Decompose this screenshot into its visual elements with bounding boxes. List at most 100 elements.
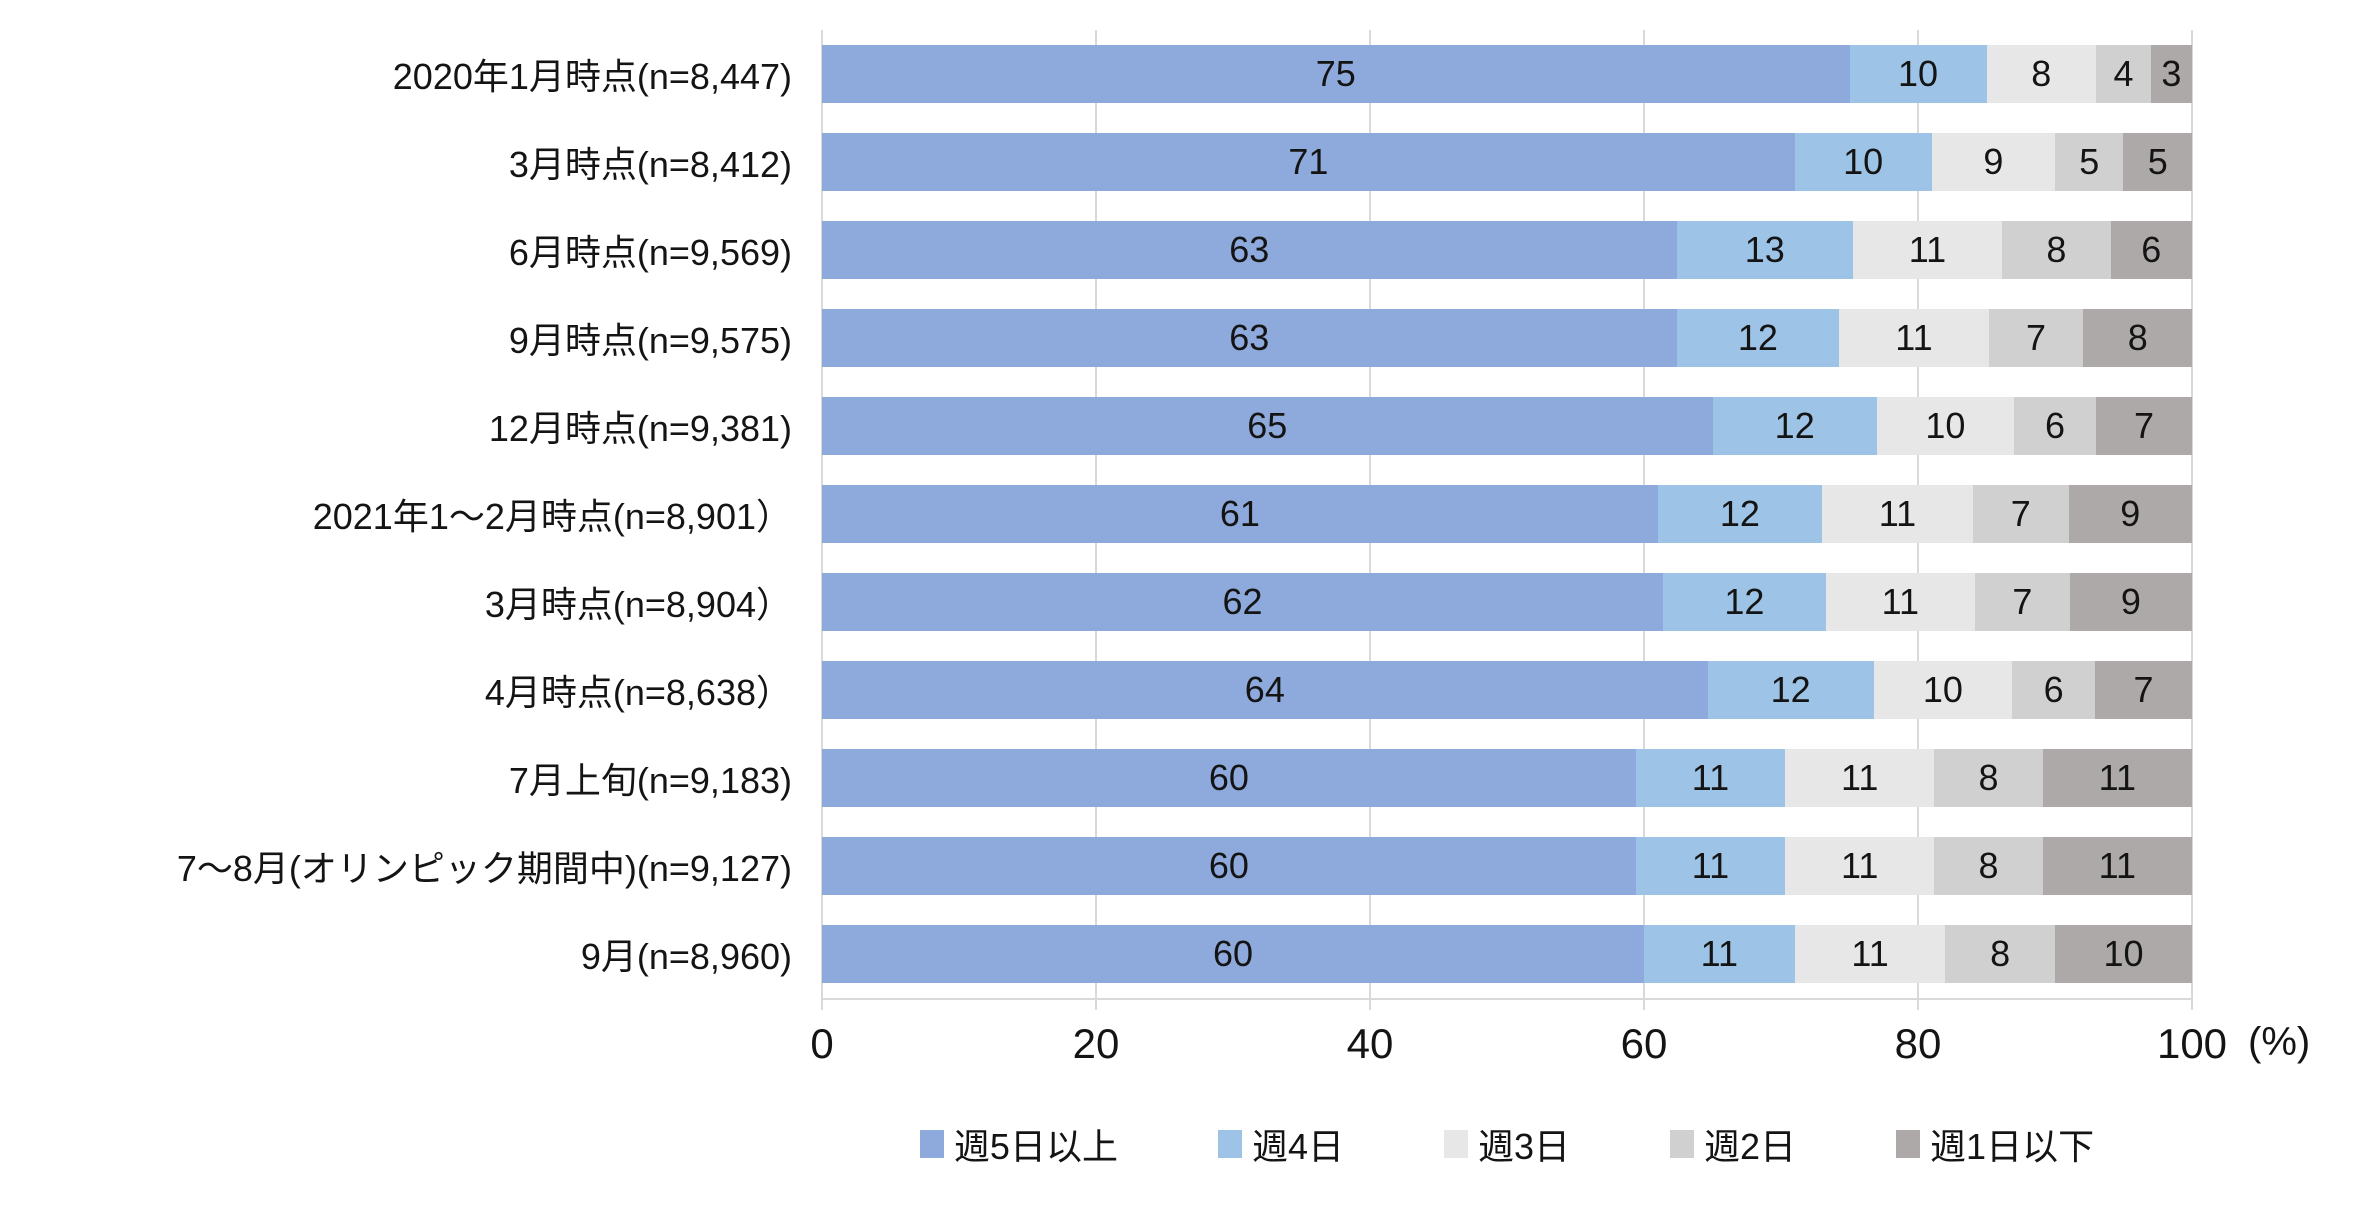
bar-value-label: 8	[2031, 53, 2052, 94]
category-label: 6月時点(n=9,569)	[508, 232, 792, 273]
bar-segment: 10	[1876, 397, 2014, 455]
category-label: 7〜8月(オリンピック期間中)(n=9,127)	[176, 848, 792, 889]
bar-track: 60 11 11 8 11	[822, 749, 2192, 807]
x-axis-tick-label: 20	[1072, 1020, 1120, 1067]
category-label: 3月時点(n=8,904）	[484, 584, 792, 625]
bar-value-label: 12	[1774, 405, 1815, 446]
bar-value-label: 11	[1881, 581, 1920, 622]
bar-value-label: 60	[1208, 845, 1249, 886]
bar-segment: 75	[822, 45, 1850, 103]
legend-item: 週4日	[1217, 1118, 1344, 1170]
bar-value-label: 71	[1288, 141, 1329, 182]
category-label-row: 3月時点(n=8,412)	[0, 118, 806, 206]
bar-track: 64 12 10 6 7	[822, 661, 2192, 719]
bar-value-label: 8	[2127, 317, 2148, 358]
bar-segment: 5	[2123, 133, 2192, 191]
bar-segment: 7	[1988, 309, 2084, 367]
bar-value-label: 11	[1691, 845, 1730, 886]
legend-swatch	[1217, 1130, 1242, 1158]
bar-value-label: 8	[1978, 757, 1999, 798]
bar-segment: 65	[822, 397, 1713, 455]
bar-value-label: 12	[1719, 493, 1760, 534]
bar-row: 75 10 8 4 3	[822, 30, 2192, 118]
bar-segment: 11	[1635, 837, 1786, 895]
bar-segment: 63	[822, 309, 1677, 367]
legend-item: 週2日	[1670, 1118, 1796, 1170]
legend-item: 週5日以上	[919, 1118, 1118, 1170]
category-label: 3月時点(n=8,412)	[508, 144, 792, 185]
bar-value-label: 8	[2046, 229, 2067, 270]
category-label-row: 6月時点(n=9,569)	[0, 206, 806, 294]
bar-segment: 8	[2002, 221, 2111, 279]
bar-segment: 9	[1931, 133, 2055, 191]
bar-row: 60 11 11 8 10	[822, 910, 2192, 998]
bar-segment: 11	[1785, 837, 1935, 895]
bar-value-label: 5	[2147, 141, 2168, 182]
legend-item: 週3日	[1443, 1118, 1571, 1170]
legend-swatch	[1670, 1130, 1695, 1158]
bar-segment: 11	[1839, 309, 1989, 367]
category-label-row: 2021年1〜2月時点(n=8,901）	[0, 470, 806, 558]
category-label: 2021年1〜2月時点(n=8,901）	[312, 496, 792, 537]
bar-value-label: 7	[2012, 581, 2033, 622]
bar-segment: 7	[2096, 397, 2192, 455]
category-label: 4月時点(n=8,638）	[484, 672, 792, 713]
category-label-row: 7月上旬(n=9,183)	[0, 734, 806, 822]
bar-value-label: 8	[1978, 845, 1999, 886]
bar-segment: 12	[1662, 573, 1826, 631]
legend-label: 週3日	[1477, 1126, 1571, 1167]
x-axis-tick-label: 40	[1346, 1020, 1394, 1067]
bar-row: 60 11 11 8 11	[822, 734, 2192, 822]
bar-track: 63 13 11 8 6	[822, 221, 2192, 279]
bar-segment: 10	[2054, 925, 2192, 983]
bar-value-label: 12	[1770, 669, 1811, 710]
bar-track: 61 12 11 7 9	[822, 485, 2192, 543]
bar-value-label: 60	[1212, 933, 1254, 974]
bar-segment: 60	[822, 837, 1636, 895]
legend-label: 週4日	[1251, 1126, 1344, 1167]
bar-value-label: 11	[1851, 933, 1889, 974]
legend-swatch	[1896, 1130, 1921, 1158]
bar-row: 62 12 11 7 9	[822, 558, 2192, 646]
bar-value-label: 3	[2161, 53, 2182, 94]
bar-row: 71 10 9 5 5	[822, 118, 2192, 206]
bar-value-label: 7	[2010, 493, 2031, 534]
bar-value-label: 9	[2120, 493, 2141, 534]
bar-segment: 62	[822, 573, 1663, 631]
x-axis-tick	[2191, 998, 2193, 1010]
bar-segment: 60	[822, 749, 1636, 807]
bar-value-label: 10	[1897, 53, 1939, 94]
category-label: 9月時点(n=9,575)	[508, 320, 792, 361]
bar-value-label: 12	[1724, 581, 1765, 622]
x-axis-tick	[1369, 998, 1371, 1010]
legend-label: 週2日	[1704, 1126, 1797, 1167]
bar-segment: 5	[2054, 133, 2124, 191]
bar-value-label: 6	[2043, 669, 2064, 710]
bar-row: 64 12 10 6 7	[822, 646, 2192, 734]
bar-value-label: 7	[2025, 317, 2046, 358]
bar-value-label: 4	[2113, 53, 2134, 94]
bar-segment: 11	[1794, 925, 1946, 983]
bar-segment: 4	[2096, 45, 2151, 103]
bar-value-label: 6	[2044, 405, 2065, 446]
bar-value-label: 10	[1925, 405, 1966, 446]
bar-track: 75 10 8 4 3	[822, 45, 2192, 103]
bar-value-label: 10	[1922, 669, 1963, 710]
bar-segment: 11	[2042, 837, 2192, 895]
bar-track: 60 11 11 8 11	[822, 837, 2192, 895]
bar-segment: 10	[1873, 661, 2013, 719]
x-axis-tick	[1917, 998, 1919, 1010]
legend-swatch	[1443, 1130, 1468, 1158]
bar-segment: 63	[822, 221, 1677, 279]
bar-value-label: 11	[1895, 317, 1933, 358]
bar-segment: 11	[1785, 749, 1935, 807]
x-axis-tick-label: 80	[1894, 1020, 1942, 1067]
bar-value-label: 10	[1843, 141, 1884, 182]
category-label-row: 7〜8月(オリンピック期間中)(n=9,127)	[0, 822, 806, 910]
bar-value-label: 7	[2133, 669, 2154, 710]
bar-track: 63 12 11 7 8	[822, 309, 2192, 367]
bar-value-label: 11	[1700, 933, 1739, 974]
bar-track: 65 12 10 6 7	[822, 397, 2192, 455]
bar-row: 63 12 11 7 8	[822, 294, 2192, 382]
